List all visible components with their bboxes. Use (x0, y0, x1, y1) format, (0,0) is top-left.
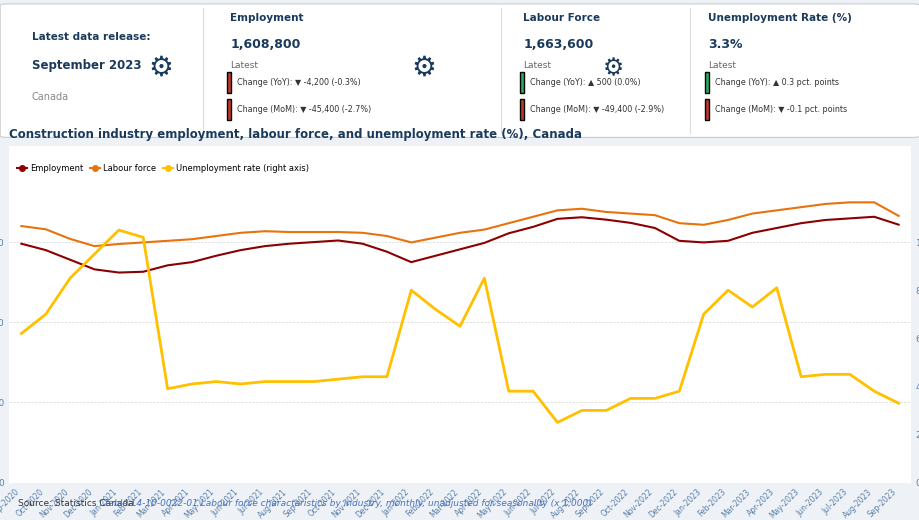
Text: 1,663,600: 1,663,600 (523, 38, 593, 51)
Text: Employment: Employment (230, 14, 303, 23)
Text: Table 14-10-0022-01 Labour force characteristics by industry, monthly, unadjuste: Table 14-10-0022-01 Labour force charact… (104, 499, 591, 508)
Text: Latest: Latest (523, 61, 550, 70)
Text: 1,608,800: 1,608,800 (230, 38, 301, 51)
Text: Unemployment Rate (%): Unemployment Rate (%) (708, 14, 851, 23)
FancyBboxPatch shape (227, 72, 231, 93)
FancyBboxPatch shape (227, 99, 231, 121)
Text: Latest: Latest (230, 61, 258, 70)
Text: Change (YoY): ▲ 500 (0.0%): Change (YoY): ▲ 500 (0.0%) (529, 78, 641, 87)
Text: Change (MoM): ▼ -45,400 (-2.7%): Change (MoM): ▼ -45,400 (-2.7%) (237, 106, 371, 114)
Text: Change (MoM): ▼ -0.1 pct. points: Change (MoM): ▼ -0.1 pct. points (714, 106, 846, 114)
Text: Change (YoY): ▼ -4,200 (-0.3%): Change (YoY): ▼ -4,200 (-0.3%) (237, 78, 360, 87)
Text: Latest: Latest (708, 61, 735, 70)
Text: Change (MoM): ▼ -49,400 (-2.9%): Change (MoM): ▼ -49,400 (-2.9%) (529, 106, 664, 114)
FancyBboxPatch shape (520, 99, 524, 121)
Text: ⚙: ⚙ (148, 54, 173, 82)
FancyBboxPatch shape (705, 99, 708, 121)
Text: Canada: Canada (31, 92, 69, 102)
Text: ⚙: ⚙ (411, 54, 436, 82)
Text: Change (YoY): ▲ 0.3 pct. points: Change (YoY): ▲ 0.3 pct. points (714, 78, 838, 87)
Legend: Employment, Labour force, Unemployment rate (right axis): Employment, Labour force, Unemployment r… (14, 160, 312, 176)
Text: Latest data release:: Latest data release: (31, 32, 150, 42)
Text: 3.3%: 3.3% (708, 38, 742, 51)
FancyBboxPatch shape (705, 72, 708, 93)
Text: Source: Statistics Canada.: Source: Statistics Canada. (18, 499, 142, 508)
Text: ⚙: ⚙ (602, 56, 623, 80)
FancyBboxPatch shape (0, 4, 919, 137)
FancyBboxPatch shape (520, 72, 524, 93)
Text: September 2023: September 2023 (31, 59, 142, 72)
Text: Construction industry employment, labour force, and unemployment rate (%), Canad: Construction industry employment, labour… (9, 127, 582, 140)
Text: Labour Force: Labour Force (523, 14, 599, 23)
